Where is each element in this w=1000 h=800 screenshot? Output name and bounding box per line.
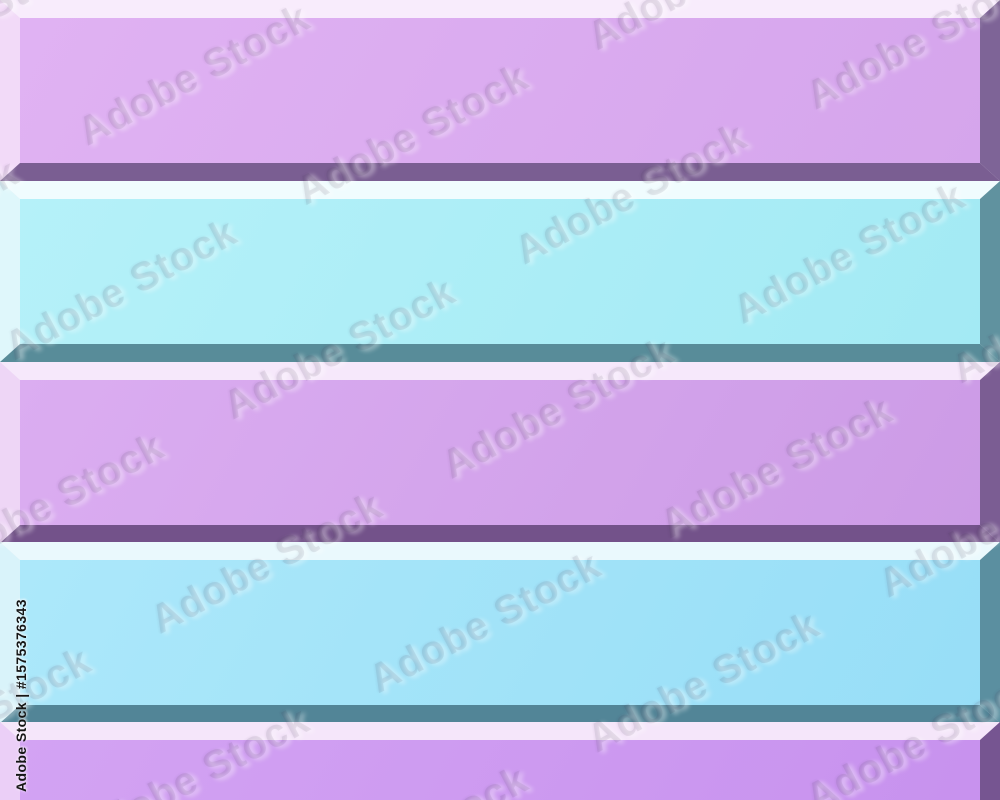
bar-5-right-bevel (980, 722, 1000, 800)
bar-3-purple (0, 362, 1000, 543)
bar-2-top-bevel (0, 181, 1000, 199)
bar-2-right-bevel (980, 181, 1000, 362)
bar-4-face (20, 560, 980, 705)
bar-3-left-bevel (0, 362, 20, 543)
bar-1-lilac (0, 0, 1000, 181)
bar-3-right-bevel (980, 362, 1000, 543)
bar-2-left-bevel (0, 181, 20, 362)
stock-id-watermark: Adobe Stock | #1575376343 (13, 599, 29, 792)
bar-2-cyan (0, 181, 1000, 362)
bar-1-bottom-bevel (0, 163, 1000, 181)
bar-1-left-bevel (0, 0, 20, 181)
bar-3-bottom-bevel (0, 525, 1000, 543)
bar-4-bottom-bevel (0, 705, 1000, 723)
bar-5-left-bevel (0, 722, 20, 800)
bar-5-face (20, 740, 980, 800)
bar-4-top-bevel (0, 542, 1000, 560)
bar-1-face (20, 18, 980, 163)
bar-2-bottom-bevel (0, 344, 1000, 362)
bar-4-right-bevel (980, 542, 1000, 723)
bar-5-violet (0, 722, 1000, 800)
bar-2-face (20, 199, 980, 344)
bar-1-right-bevel (980, 0, 1000, 181)
bar-3-top-bevel (0, 362, 1000, 380)
bar-3-face (20, 380, 980, 525)
bar-5-top-bevel (0, 722, 1000, 740)
bar-4-left-bevel (0, 542, 20, 723)
bar-1-top-bevel (0, 0, 1000, 18)
bar-4-blue (0, 542, 1000, 723)
